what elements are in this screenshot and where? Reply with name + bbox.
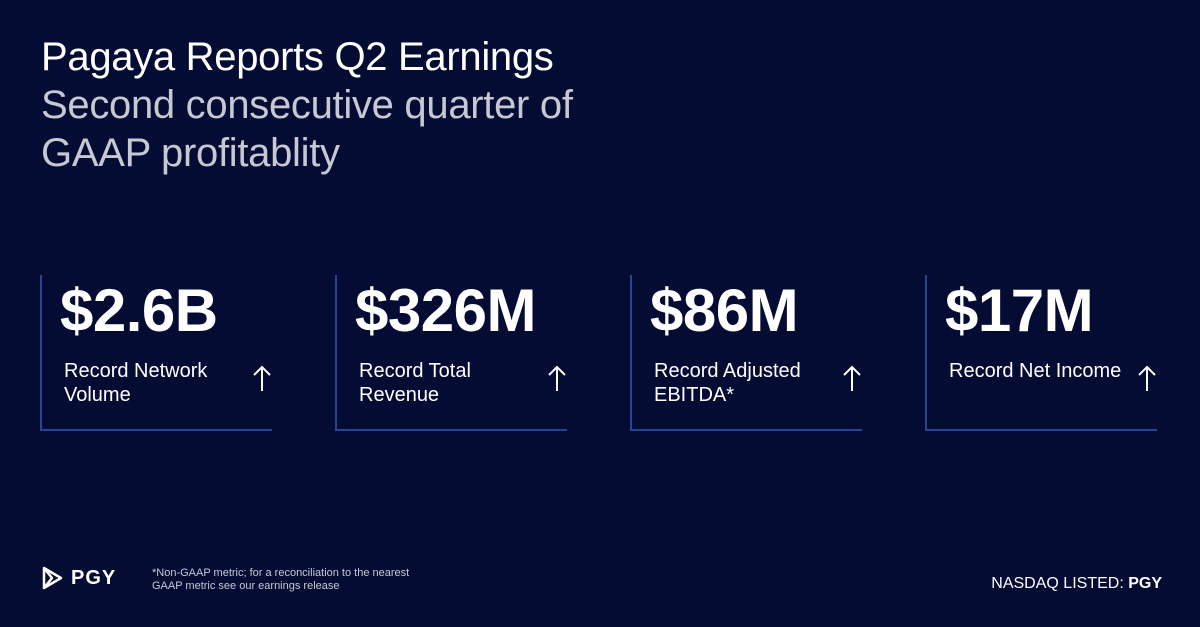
- footnote: *Non-GAAP metric; for a reconciliation t…: [152, 567, 410, 592]
- arrow-up-icon: [548, 365, 566, 391]
- exchange-listing: NASDAQ LISTED: PGY: [991, 574, 1162, 594]
- metric-value: $17M: [945, 277, 1094, 344]
- page-title: Pagaya Reports Q2 Earnings: [41, 35, 554, 79]
- listing-ticker: PGY: [1128, 575, 1162, 592]
- metric-card-net-income: $17M Record Net Income: [925, 275, 1157, 431]
- metric-label: Record Total Revenue: [359, 360, 471, 406]
- metric-card-total-revenue: $326M Record Total Revenue: [335, 275, 567, 431]
- metric-card-network-volume: $2.6B Record Network Volume: [40, 275, 272, 431]
- metric-label: Record Adjusted EBITDA*: [654, 360, 801, 406]
- headline: Pagaya Reports Q2 Earnings Second consec…: [41, 33, 741, 177]
- arrow-up-icon: [843, 365, 861, 391]
- brand-name: PGY: [71, 566, 117, 589]
- metric-value: $86M: [650, 277, 799, 344]
- arrow-up-icon: [253, 365, 271, 391]
- listing-prefix: NASDAQ LISTED:: [991, 575, 1129, 592]
- metric-value: $326M: [355, 277, 536, 344]
- pagaya-play-logo-icon: [42, 566, 63, 590]
- page-subtitle: Second consecutive quarter of GAAP profi…: [41, 83, 573, 175]
- brand-logo: PGY: [41, 566, 116, 590]
- metric-card-adjusted-ebitda: $86M Record Adjusted EBITDA*: [630, 275, 862, 431]
- metric-label: Record Network Volume: [64, 360, 208, 406]
- metric-label: Record Net Income: [949, 360, 1122, 382]
- arrow-up-icon: [1138, 365, 1156, 391]
- metric-value: $2.6B: [60, 277, 218, 344]
